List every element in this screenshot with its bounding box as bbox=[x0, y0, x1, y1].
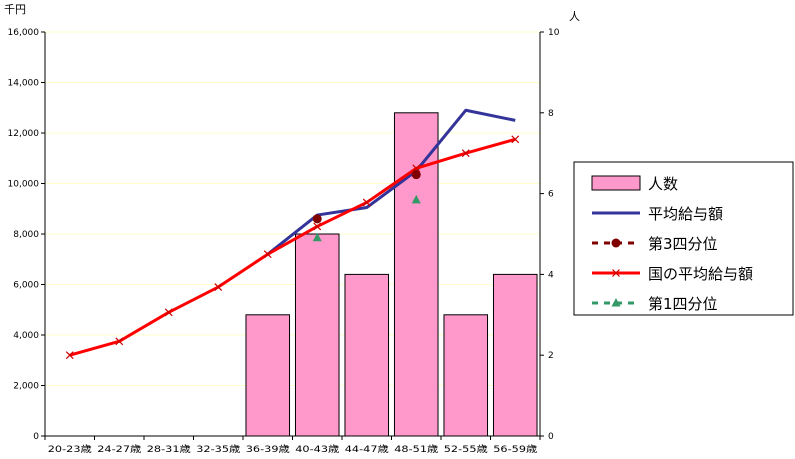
x-marker bbox=[263, 250, 272, 259]
right-tick-label: 4 bbox=[548, 270, 554, 280]
left-tick-label: 0 bbox=[33, 432, 39, 442]
left-tick-label: 14,000 bbox=[8, 79, 40, 89]
x-tick-label: 32-35歳 bbox=[196, 443, 240, 455]
x-marker bbox=[362, 198, 371, 207]
bar-48-51歳 bbox=[393, 112, 439, 437]
x-marker bbox=[461, 149, 470, 158]
x-tick-label: 28-31歳 bbox=[147, 443, 191, 455]
legend-label: 第3四分位 bbox=[648, 235, 718, 253]
q3-marker bbox=[411, 170, 421, 180]
legend-triangle-marker bbox=[611, 298, 621, 307]
right-tick-label: 2 bbox=[548, 351, 554, 361]
left-tick-label: 12,000 bbox=[8, 129, 40, 139]
x-tick-label: 44-47歳 bbox=[345, 443, 389, 455]
left-tick-label: 8,000 bbox=[13, 230, 39, 240]
x-marker bbox=[214, 283, 223, 291]
left-tick-label: 2,000 bbox=[13, 382, 39, 392]
right-tick-label: 0 bbox=[548, 432, 554, 442]
x-tick-label: 20-23歳 bbox=[48, 443, 92, 455]
right-tick-label: 8 bbox=[548, 109, 554, 119]
legend-label: 国の平均給与額 bbox=[648, 265, 753, 283]
x-marker bbox=[65, 351, 74, 360]
bar-52-55歳 bbox=[443, 314, 489, 437]
legend-x-marker bbox=[612, 269, 620, 277]
q1-marker bbox=[411, 194, 421, 204]
x-tick-label: 36-39歳 bbox=[246, 443, 290, 455]
bar-44-47歳 bbox=[344, 273, 390, 437]
q1-marker bbox=[312, 232, 322, 242]
x-marker bbox=[164, 308, 173, 317]
series-line-1 bbox=[266, 108, 516, 256]
x-tick-label: 24-27歳 bbox=[97, 443, 141, 455]
legend-swatch-bar bbox=[591, 175, 641, 191]
q3-marker bbox=[312, 214, 322, 224]
bar-56-59歳 bbox=[492, 273, 538, 437]
legend-circle-marker bbox=[611, 238, 621, 248]
x-tick-label: 40-43歳 bbox=[295, 443, 339, 455]
x-marker bbox=[511, 135, 520, 144]
x-tick-label: 52-55歳 bbox=[444, 443, 488, 455]
x-tick-label: 56-59歳 bbox=[493, 443, 537, 455]
left-tick-label: 4,000 bbox=[13, 331, 39, 341]
right-tick-label: 6 bbox=[548, 190, 554, 200]
bar-40-43歳 bbox=[294, 233, 340, 437]
x-tick-label: 48-51歳 bbox=[394, 443, 438, 455]
bar-36-39歳 bbox=[245, 314, 291, 437]
right-tick-label: 10 bbox=[548, 28, 560, 38]
legend-label: 平均給与額 bbox=[648, 205, 723, 223]
left-unit-label: 千円 bbox=[4, 3, 26, 16]
right-unit-label: 人 bbox=[569, 10, 580, 23]
left-tick-label: 6,000 bbox=[13, 281, 39, 291]
x-marker bbox=[313, 222, 322, 231]
left-tick-label: 10,000 bbox=[8, 180, 40, 190]
x-marker bbox=[115, 337, 124, 346]
left-tick-label: 16,000 bbox=[8, 28, 40, 38]
legend-label: 人数 bbox=[648, 175, 678, 193]
x-marker bbox=[412, 164, 421, 173]
series-line-3 bbox=[69, 137, 516, 357]
legend-label: 第1四分位 bbox=[648, 295, 718, 313]
